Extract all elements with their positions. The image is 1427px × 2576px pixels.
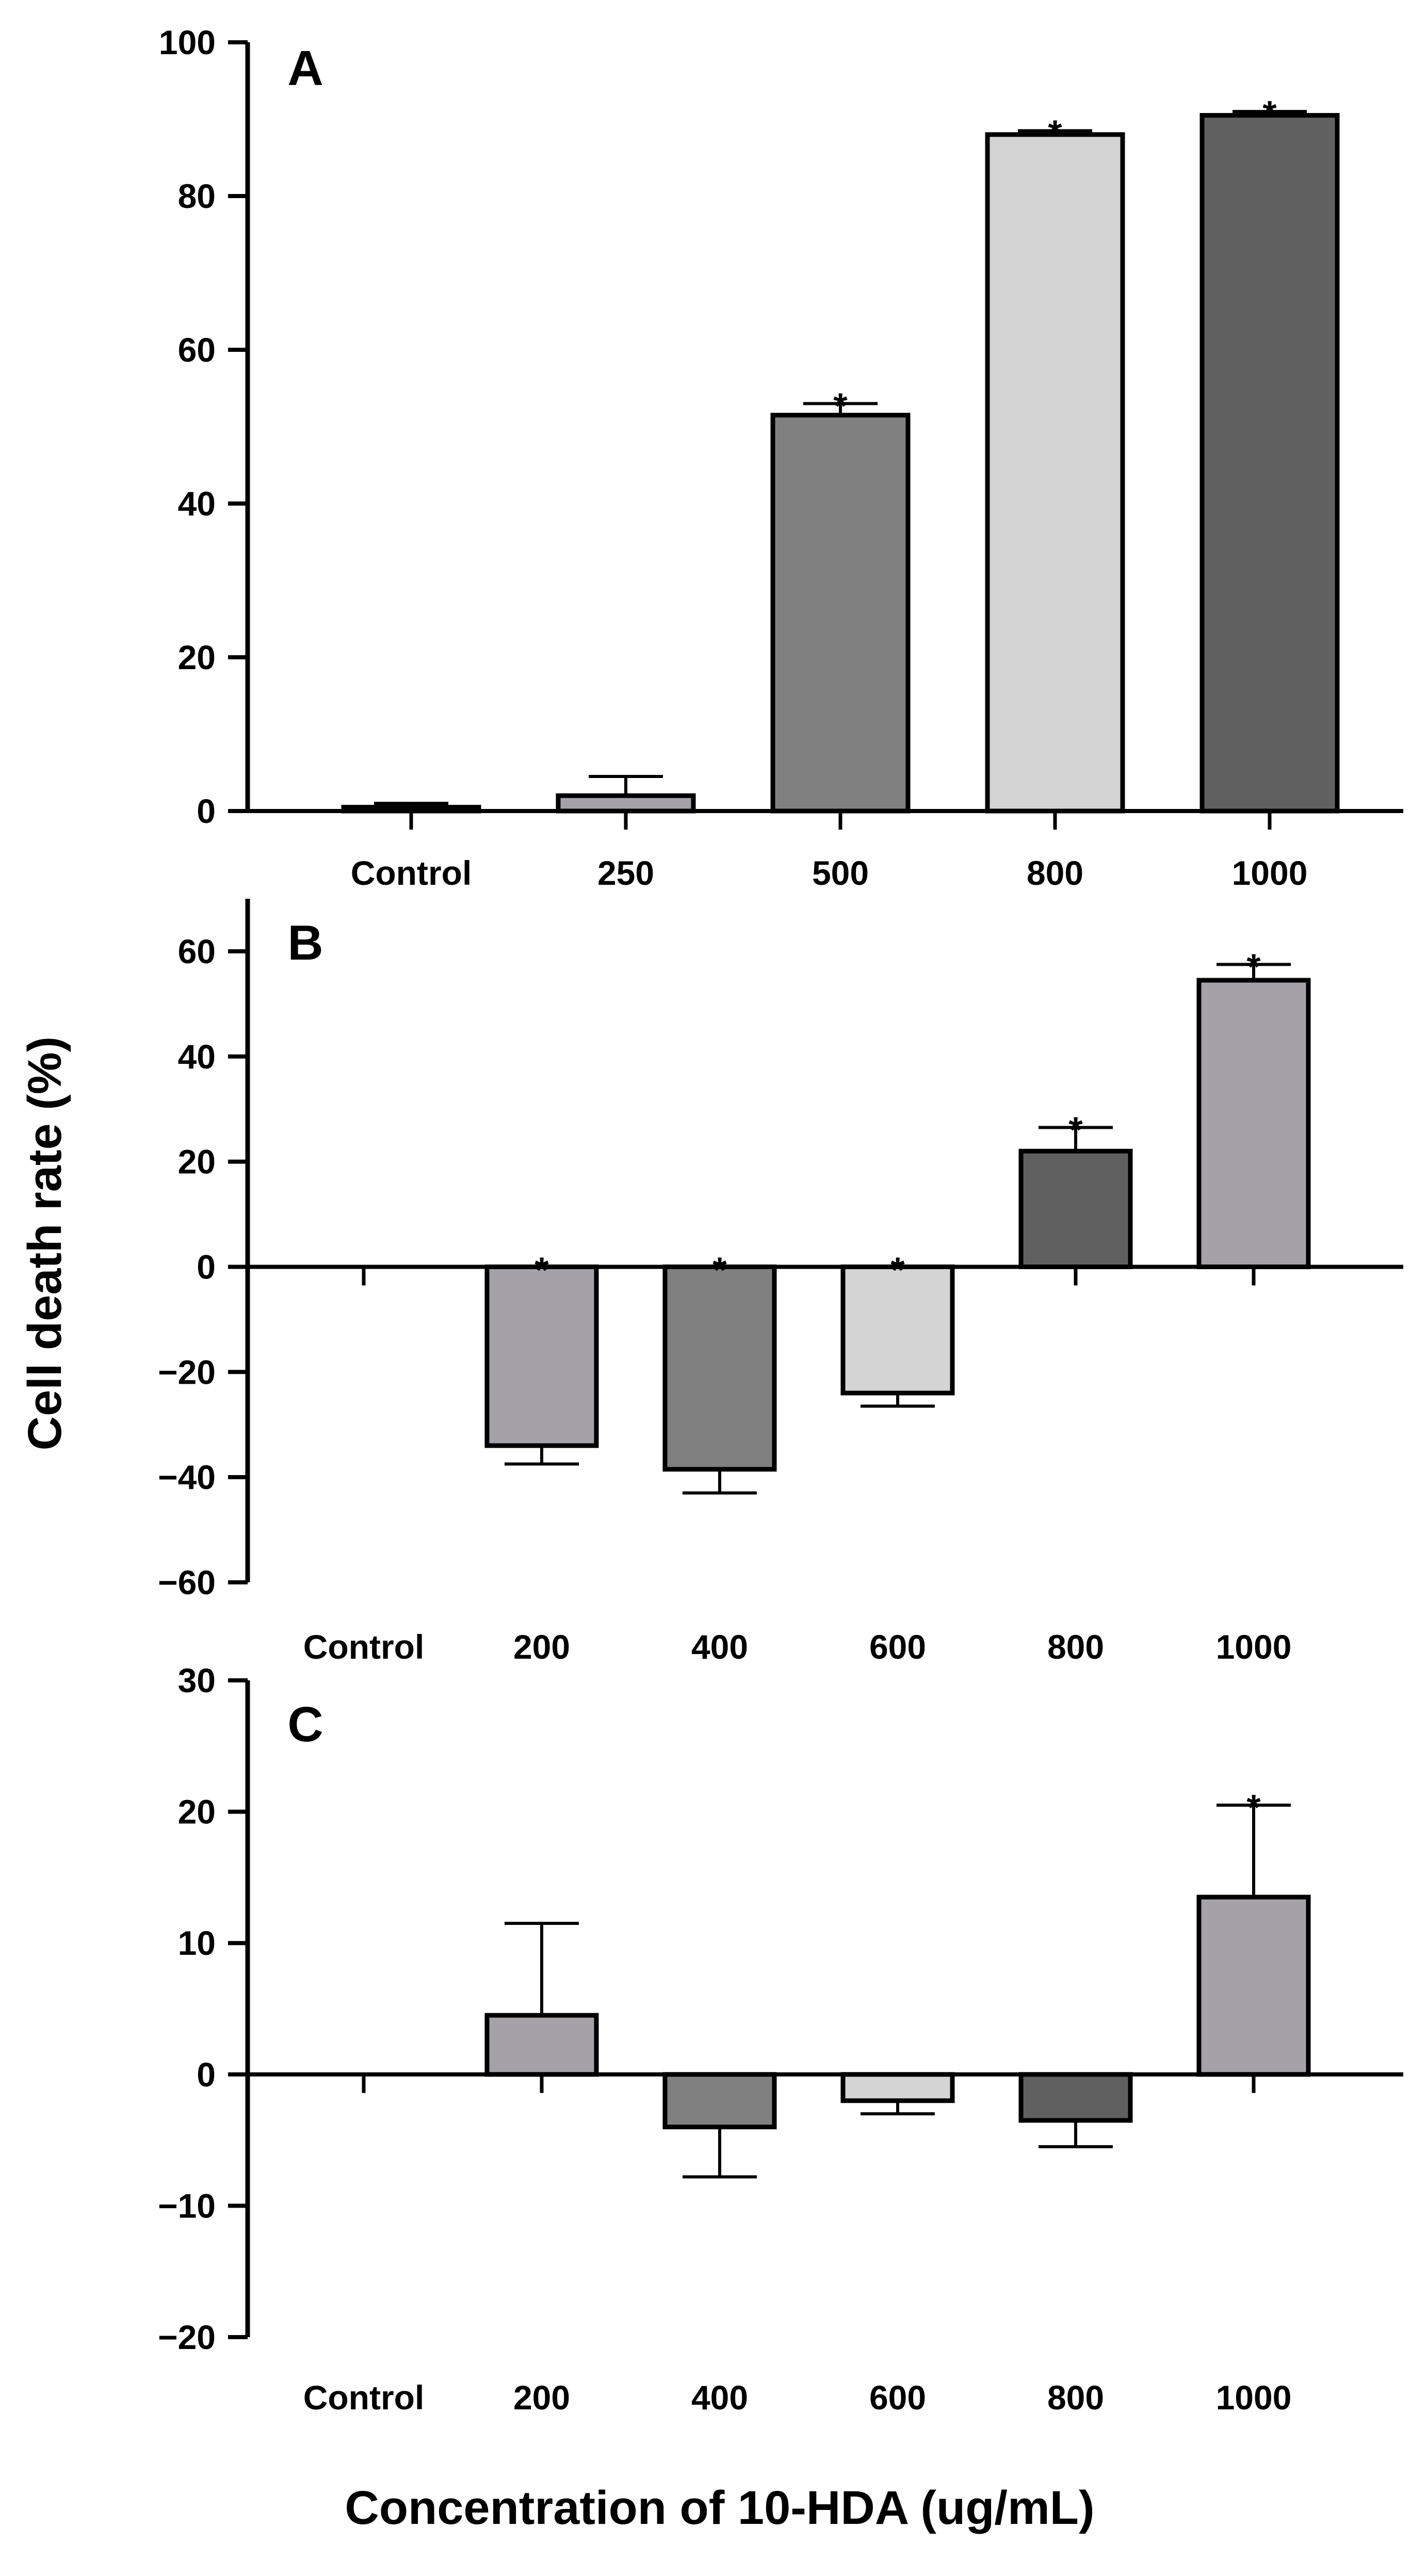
y-tick-label-b: −40 (158, 1458, 216, 1496)
significance-star-b-600: * (890, 1250, 905, 1290)
y-tick-label-c: 20 (178, 1793, 216, 1831)
bar-b-200 (484, 1264, 599, 1448)
bar-a-500 (770, 413, 911, 814)
y-tick-label-a: 40 (178, 484, 216, 523)
significance-star-a-800: * (1048, 112, 1062, 153)
category-label-a-control: Control (351, 854, 472, 892)
bar-c-200 (484, 2013, 599, 2077)
y-tick-label-a: 20 (178, 638, 216, 676)
y-tick-label-c: 30 (178, 1661, 216, 1699)
category-label-b-800: 800 (1047, 1628, 1104, 1666)
y-tick-label-b: −20 (158, 1353, 216, 1391)
category-label-a-1000: 1000 (1232, 854, 1308, 892)
significance-star-a-1000: * (1262, 93, 1277, 134)
bar-b-1000 (1196, 978, 1311, 1269)
bar-a-1000 (1199, 113, 1340, 814)
category-label-b-1000: 1000 (1216, 1628, 1292, 1666)
y-tick-label-c: −10 (158, 2186, 216, 2225)
panel-label-c: C (287, 1697, 323, 1752)
y-axis-label: Cell death rate (%) (19, 1036, 71, 1451)
significance-star-c-1000: * (1246, 1787, 1261, 1827)
category-label-c-1000: 1000 (1216, 2378, 1292, 2417)
panel-label-a: A (287, 41, 323, 96)
category-label-b-600: 600 (869, 1628, 926, 1666)
chart-panel-b: B −60 −40 −20 0 20 40 60 Control * 200 * 400 * 600 * 800… (158, 899, 1403, 1666)
bar-a-800 (985, 132, 1125, 814)
category-label-b-control: Control (303, 1628, 425, 1666)
category-label-a-500: 500 (812, 854, 869, 892)
category-label-c-control: Control (303, 2378, 425, 2417)
category-label-c-400: 400 (691, 2378, 748, 2417)
y-tick-label-b: 0 (197, 1248, 216, 1286)
y-tick-label-b: 20 (178, 1143, 216, 1181)
y-tick-label-c: 10 (178, 1924, 216, 1962)
bar-c-1000 (1196, 1894, 1311, 2077)
bar-c-600 (840, 2072, 955, 2103)
significance-star-a-500: * (833, 385, 848, 426)
y-tick-label-c: −20 (158, 2318, 216, 2356)
y-tick-label-b: 40 (178, 1038, 216, 1076)
bar-c-800 (1018, 2072, 1133, 2123)
significance-star-b-200: * (534, 1250, 549, 1290)
y-tick-label-b: 60 (178, 932, 216, 970)
bar-c-400 (662, 2072, 777, 2130)
category-label-b-400: 400 (691, 1628, 748, 1666)
category-label-c-200: 200 (513, 2378, 570, 2417)
category-label-c-600: 600 (869, 2378, 926, 2417)
chart-panel-c: C −20 −10 0 10 20 30 Control 200 400 600 800 * 1000 (158, 1661, 1403, 2417)
category-label-b-200: 200 (513, 1628, 570, 1666)
significance-star-b-400: * (712, 1250, 727, 1290)
y-tick-label-a: 60 (178, 331, 216, 369)
bar-b-400 (662, 1264, 777, 1472)
category-label-c-800: 800 (1047, 2378, 1104, 2417)
bar-b-600 (840, 1264, 955, 1396)
y-tick-label-a: 80 (178, 177, 216, 215)
category-label-a-800: 800 (1027, 854, 1083, 892)
panel-label-b: B (287, 915, 323, 970)
significance-star-b-800: * (1068, 1109, 1083, 1149)
y-tick-label-b: −60 (158, 1563, 216, 1601)
bar-b-800 (1018, 1148, 1133, 1269)
chart-panel-a: A 0 20 40 60 80 100 Control 250 * 500 * 800 * 1000 (159, 23, 1403, 892)
bar-a-250 (556, 793, 696, 814)
significance-star-b-1000: * (1246, 946, 1261, 986)
bar-a-control (341, 805, 481, 814)
y-tick-label-a: 0 (197, 792, 216, 830)
y-tick-label-a: 100 (159, 23, 216, 61)
category-label-a-250: 250 (597, 854, 654, 892)
y-tick-label-c: 0 (197, 2055, 216, 2094)
x-axis-label: Concentration of 10-HDA (ug/mL) (345, 2482, 1094, 2534)
